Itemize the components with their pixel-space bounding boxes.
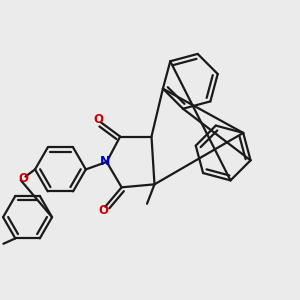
Text: N: N xyxy=(100,155,110,168)
Text: O: O xyxy=(18,172,28,185)
Text: O: O xyxy=(99,204,109,217)
Text: O: O xyxy=(93,113,103,126)
